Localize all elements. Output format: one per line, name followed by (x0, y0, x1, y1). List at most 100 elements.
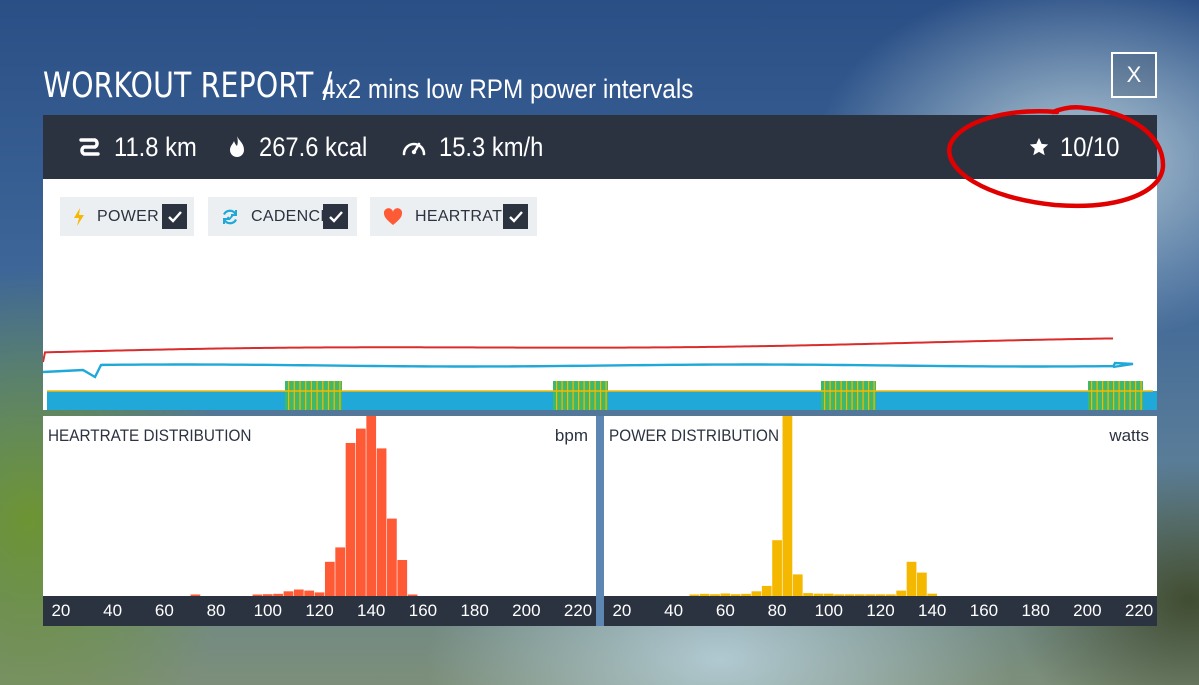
histogram-bar (927, 593, 938, 596)
star-icon (1029, 137, 1049, 156)
route-icon (79, 138, 100, 156)
power-spike (293, 381, 295, 410)
histogram-bar (772, 540, 782, 596)
power-spike (1129, 381, 1131, 410)
histogram-bar (792, 574, 803, 596)
histogram-bar (803, 593, 813, 596)
histogram-bar (896, 590, 907, 596)
x-tick-label: 80 (767, 601, 787, 620)
histogram-bar (720, 593, 731, 596)
speed-value: 15.3 km/h (439, 131, 544, 162)
histogram-bar (397, 560, 408, 596)
legend-toggle-heartrate[interactable]: HEARTRATE (370, 197, 537, 236)
rating-stat: 10/10 (1028, 115, 1128, 179)
power-checkbox[interactable] (162, 204, 187, 229)
panel-divider (596, 416, 604, 626)
x-tick-label: 200 (1073, 601, 1102, 620)
histogram-bar (314, 592, 325, 596)
histogram-bar (834, 594, 844, 596)
power-spike (567, 381, 569, 410)
heartrate-unit: bpm (554, 426, 588, 445)
close-button[interactable]: X (1111, 52, 1157, 98)
page-title: WORKOUT REPORT / (43, 66, 333, 106)
power-spike (824, 381, 826, 410)
heart-icon (383, 207, 403, 225)
cadence-icon (223, 209, 237, 224)
power-spike (600, 381, 602, 410)
power-spike (578, 381, 580, 410)
power-spike (299, 381, 301, 410)
histogram-bar (252, 594, 263, 596)
x-tick-label: 200 (512, 601, 541, 620)
x-tick-label: 120 (305, 601, 334, 620)
legend-label-heartrate: HEARTRATE (415, 207, 514, 225)
histogram-bar (190, 594, 201, 596)
x-tick-label: 160 (969, 601, 999, 620)
x-tick-label: 40 (103, 601, 123, 620)
power-spike (857, 381, 859, 410)
histogram-bar (885, 594, 896, 596)
calories-stat: 267.6 kcal (227, 115, 382, 179)
power-spike (327, 381, 330, 410)
workout-name: 4x2 mins low RPM power intervals (322, 74, 694, 104)
power-spike (605, 381, 607, 410)
x-tick-label: 140 (918, 601, 947, 620)
histogram-bar (335, 547, 346, 596)
x-tick-label: 220 (1124, 601, 1154, 620)
x-tick-label: 40 (664, 601, 684, 620)
power-spike (305, 381, 307, 410)
close-button-label: X (1126, 62, 1142, 87)
heartrate-distribution-panel: HEARTRATE DISTRIBUTION bpm 20 40 60 80 100 12… (43, 416, 596, 626)
histogram-bar (917, 572, 927, 596)
cadence-checkbox[interactable] (323, 204, 348, 229)
x-tick-label: 180 (460, 601, 489, 620)
power-histogram (689, 416, 938, 596)
legend-label-cadence: CADENCE (251, 207, 332, 225)
power-spike (846, 381, 848, 410)
histogram-bar (741, 593, 751, 596)
power-spike (1118, 381, 1120, 410)
power-spike (835, 381, 837, 410)
histogram-bar (345, 443, 356, 596)
histogram-bar (710, 594, 720, 596)
workout-timeline-panel: POWER CADENCE HEARTRATE (43, 179, 1157, 410)
power-spike (1096, 381, 1098, 410)
heartrate-distribution-title: HEARTRATE DISTRIBUTION (48, 426, 252, 445)
x-tick-label: 100 (814, 601, 843, 620)
calories-value: 267.6 kcal (259, 131, 368, 162)
heartrate-line (43, 337, 1114, 363)
histogram-bar (366, 416, 377, 596)
power-distribution-panel: POWER DISTRIBUTION watts 20 40 60 80 100 120 1… (604, 416, 1157, 626)
cadence-line (43, 361, 1134, 379)
histogram-bar (356, 428, 366, 596)
histogram-bar (689, 594, 700, 596)
histogram-bar (293, 589, 304, 596)
power-spike (589, 381, 591, 410)
power-spike (829, 381, 831, 410)
histogram-bar (813, 593, 824, 596)
rating-value: 10/10 (1060, 131, 1120, 162)
x-tick-label: 180 (1021, 601, 1050, 620)
x-tick-label: 160 (408, 601, 438, 620)
heartrate-checkbox[interactable] (503, 204, 528, 229)
x-tick-label: 20 (612, 601, 632, 620)
interval-block (285, 381, 342, 410)
power-spike (868, 381, 870, 410)
workout-timeline-chart (43, 337, 1157, 410)
histogram-bar (906, 561, 917, 596)
histogram-bar (865, 594, 876, 596)
legend-toggle-power[interactable]: POWER (60, 197, 194, 236)
power-spike (1113, 381, 1115, 410)
x-tick-label: 140 (357, 601, 386, 620)
power-spike (556, 381, 558, 410)
power-unit: watts (1109, 426, 1149, 445)
histogram-bar (844, 594, 855, 596)
histogram-bar (324, 561, 335, 596)
legend-toggle-cadence[interactable]: CADENCE (208, 197, 357, 236)
histogram-bar (283, 591, 294, 596)
power-spike (1124, 381, 1126, 410)
x-tick-label: 100 (253, 601, 282, 620)
speed-stat: 15.3 km/h (401, 115, 558, 179)
interval-block (553, 381, 608, 410)
histogram-bar (273, 593, 283, 596)
